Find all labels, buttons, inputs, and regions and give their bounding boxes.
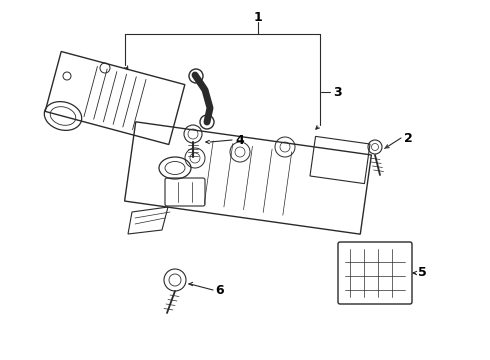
Text: 3: 3 [334,86,343,99]
Text: 4: 4 [236,134,245,147]
Text: 5: 5 [417,266,426,279]
Text: 2: 2 [404,131,413,144]
Text: 6: 6 [216,284,224,297]
Text: 1: 1 [254,10,262,23]
